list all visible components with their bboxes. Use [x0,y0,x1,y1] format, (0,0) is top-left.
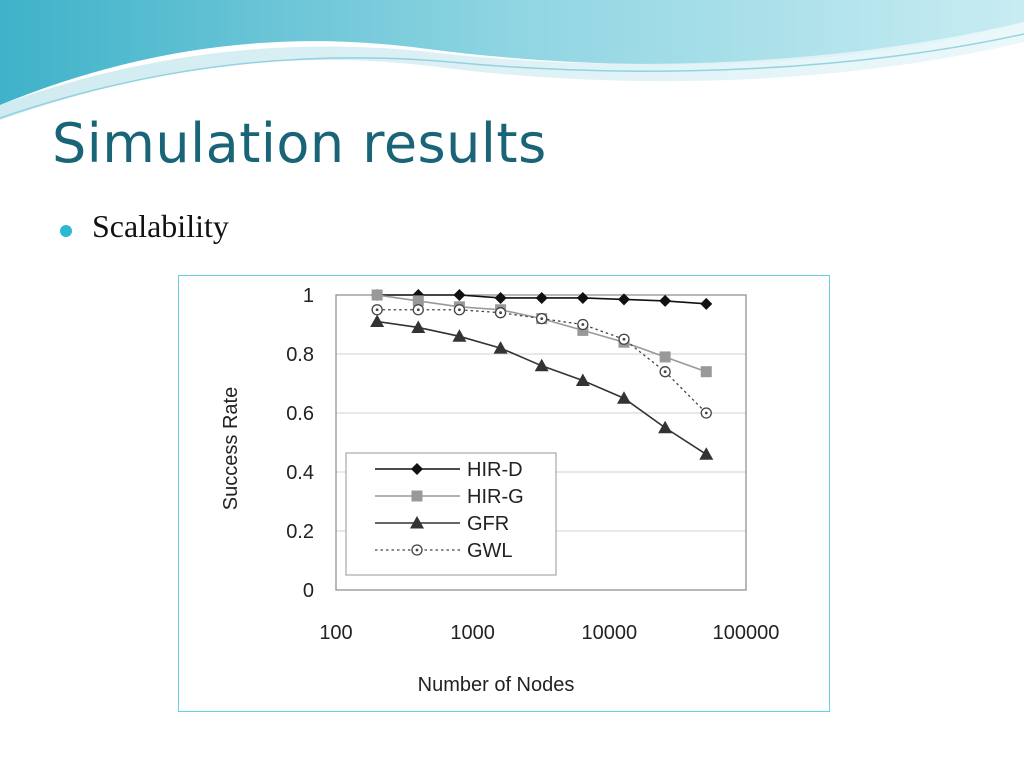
data-point-gfr [411,320,426,333]
bullet-dot-icon [60,225,72,237]
legend-box [345,452,557,576]
bullet-text: Scalability [92,208,229,244]
series-gfr [370,314,714,460]
data-point-gwl-center [375,308,379,312]
data-point-gfr [370,314,385,328]
x-tick-label: 1000 [450,622,495,644]
data-point-hir-d [535,291,548,304]
legend: HIR-D HIR-G GFR GWL [345,452,557,576]
data-point-hir-g [577,324,589,336]
data-point-hir-g [412,295,424,307]
success-rate-chart: 0 0.2 0.4 0.6 0.8 1 100 1000 10000 100000 Number o… [220,285,780,696]
data-point-gwl-center [581,323,585,326]
data-point-gwl-center [540,317,544,320]
data-point-gwl-center [663,370,667,374]
legend-marker-hir-d [411,463,423,475]
data-point-gfr [699,447,714,460]
data-point-gwl-center [499,311,502,315]
data-point-gfr [493,341,508,354]
data-point-gfr [616,391,631,404]
y-tick-label: 0.6 [286,403,314,425]
y-tick-label: 0.2 [286,521,314,543]
y-tick-label: 1 [303,285,314,307]
data-point-gfr [575,373,590,387]
legend-label-hir-d: HIR-D [467,459,523,481]
legend-label-gwl: GWL [467,540,513,562]
data-point-hir-g [700,366,712,378]
slide-title: Simulation results [52,112,547,175]
legend-label-hir-g: HIR-G [467,486,524,508]
y-tick-label: 0.8 [286,344,314,366]
data-point-gfr [452,329,467,342]
legend-marker-gwl-center [415,548,419,552]
x-tick-label: 10000 [582,622,638,644]
chart-frame: 0 0.2 0.4 0.6 0.8 1 100 1000 10000 100000 Number o… [178,275,830,712]
data-point-gwl-center [458,308,461,312]
data-point-hir-d [576,291,589,304]
data-point-gwl-center [704,411,708,415]
x-tick-label: 100000 [713,622,780,644]
legend-marker-hir-g [411,490,423,502]
data-point-hir-d [617,293,630,306]
data-point-hir-d [700,297,713,310]
data-point-hir-g [371,289,383,301]
x-axis-label: Number of Nodes [418,674,575,696]
data-point-hir-d [494,291,507,304]
legend-marker-gfr [410,516,424,529]
data-point-gwl-center [416,308,420,312]
data-point-gfr [534,358,549,372]
data-point-hir-d [659,294,672,307]
y-tick-label: 0 [303,580,314,602]
data-point-gwl-center [622,337,626,341]
series-gwl [371,304,712,419]
legend-label-gfr: GFR [467,513,509,535]
data-point-gfr [658,420,673,434]
data-point-hir-d [453,289,466,301]
decorative-wave-header [0,0,1024,120]
y-axis-label: Success Rate [220,387,242,510]
y-tick-label: 0.4 [286,462,314,484]
data-point-hir-g [659,351,671,363]
x-tick-label: 100 [319,622,352,644]
